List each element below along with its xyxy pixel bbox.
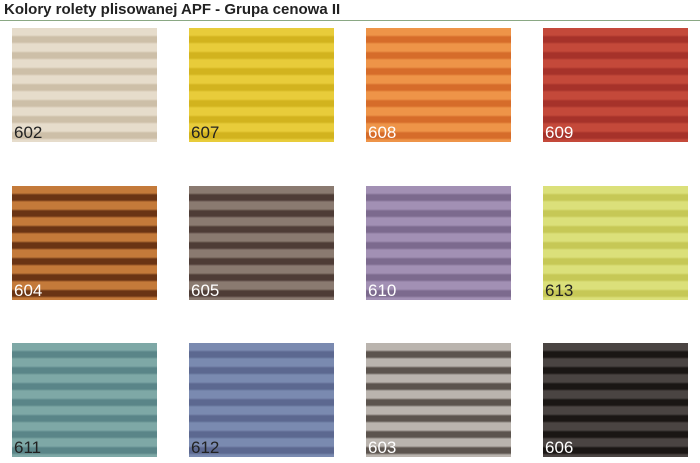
color-swatch-604[interactable]: 604	[12, 186, 157, 300]
color-swatch-606[interactable]: 606	[543, 343, 688, 457]
swatch-code-label: 603	[368, 438, 397, 457]
color-swatch-613[interactable]: 613	[543, 186, 688, 300]
color-swatch-603[interactable]: 603	[366, 343, 511, 457]
swatch-code-label: 613	[545, 281, 574, 300]
color-swatch-607[interactable]: 607	[189, 28, 334, 142]
color-swatch-605[interactable]: 605	[189, 186, 334, 300]
swatch-code-label: 607	[191, 123, 220, 142]
swatch-code-label: 610	[368, 281, 397, 300]
swatch-code-label: 602	[14, 123, 43, 142]
color-swatch-602[interactable]: 602	[12, 28, 157, 142]
color-swatch-609[interactable]: 609	[543, 28, 688, 142]
color-swatch-612[interactable]: 612	[189, 343, 334, 457]
color-swatch-610[interactable]: 610	[366, 186, 511, 300]
swatch-code-label: 604	[14, 281, 43, 300]
swatch-code-label: 609	[545, 123, 574, 142]
color-swatch-608[interactable]: 608	[366, 28, 511, 142]
swatch-code-label: 611	[14, 438, 42, 457]
color-swatch-611[interactable]: 611	[12, 343, 157, 457]
title-divider	[0, 20, 700, 21]
swatch-code-label: 612	[191, 438, 220, 457]
swatch-code-label: 608	[368, 123, 397, 142]
page-title: Kolory rolety plisowanej APF - Grupa cen…	[4, 1, 341, 18]
swatch-code-label: 606	[545, 438, 574, 457]
swatch-code-label: 605	[191, 281, 220, 300]
